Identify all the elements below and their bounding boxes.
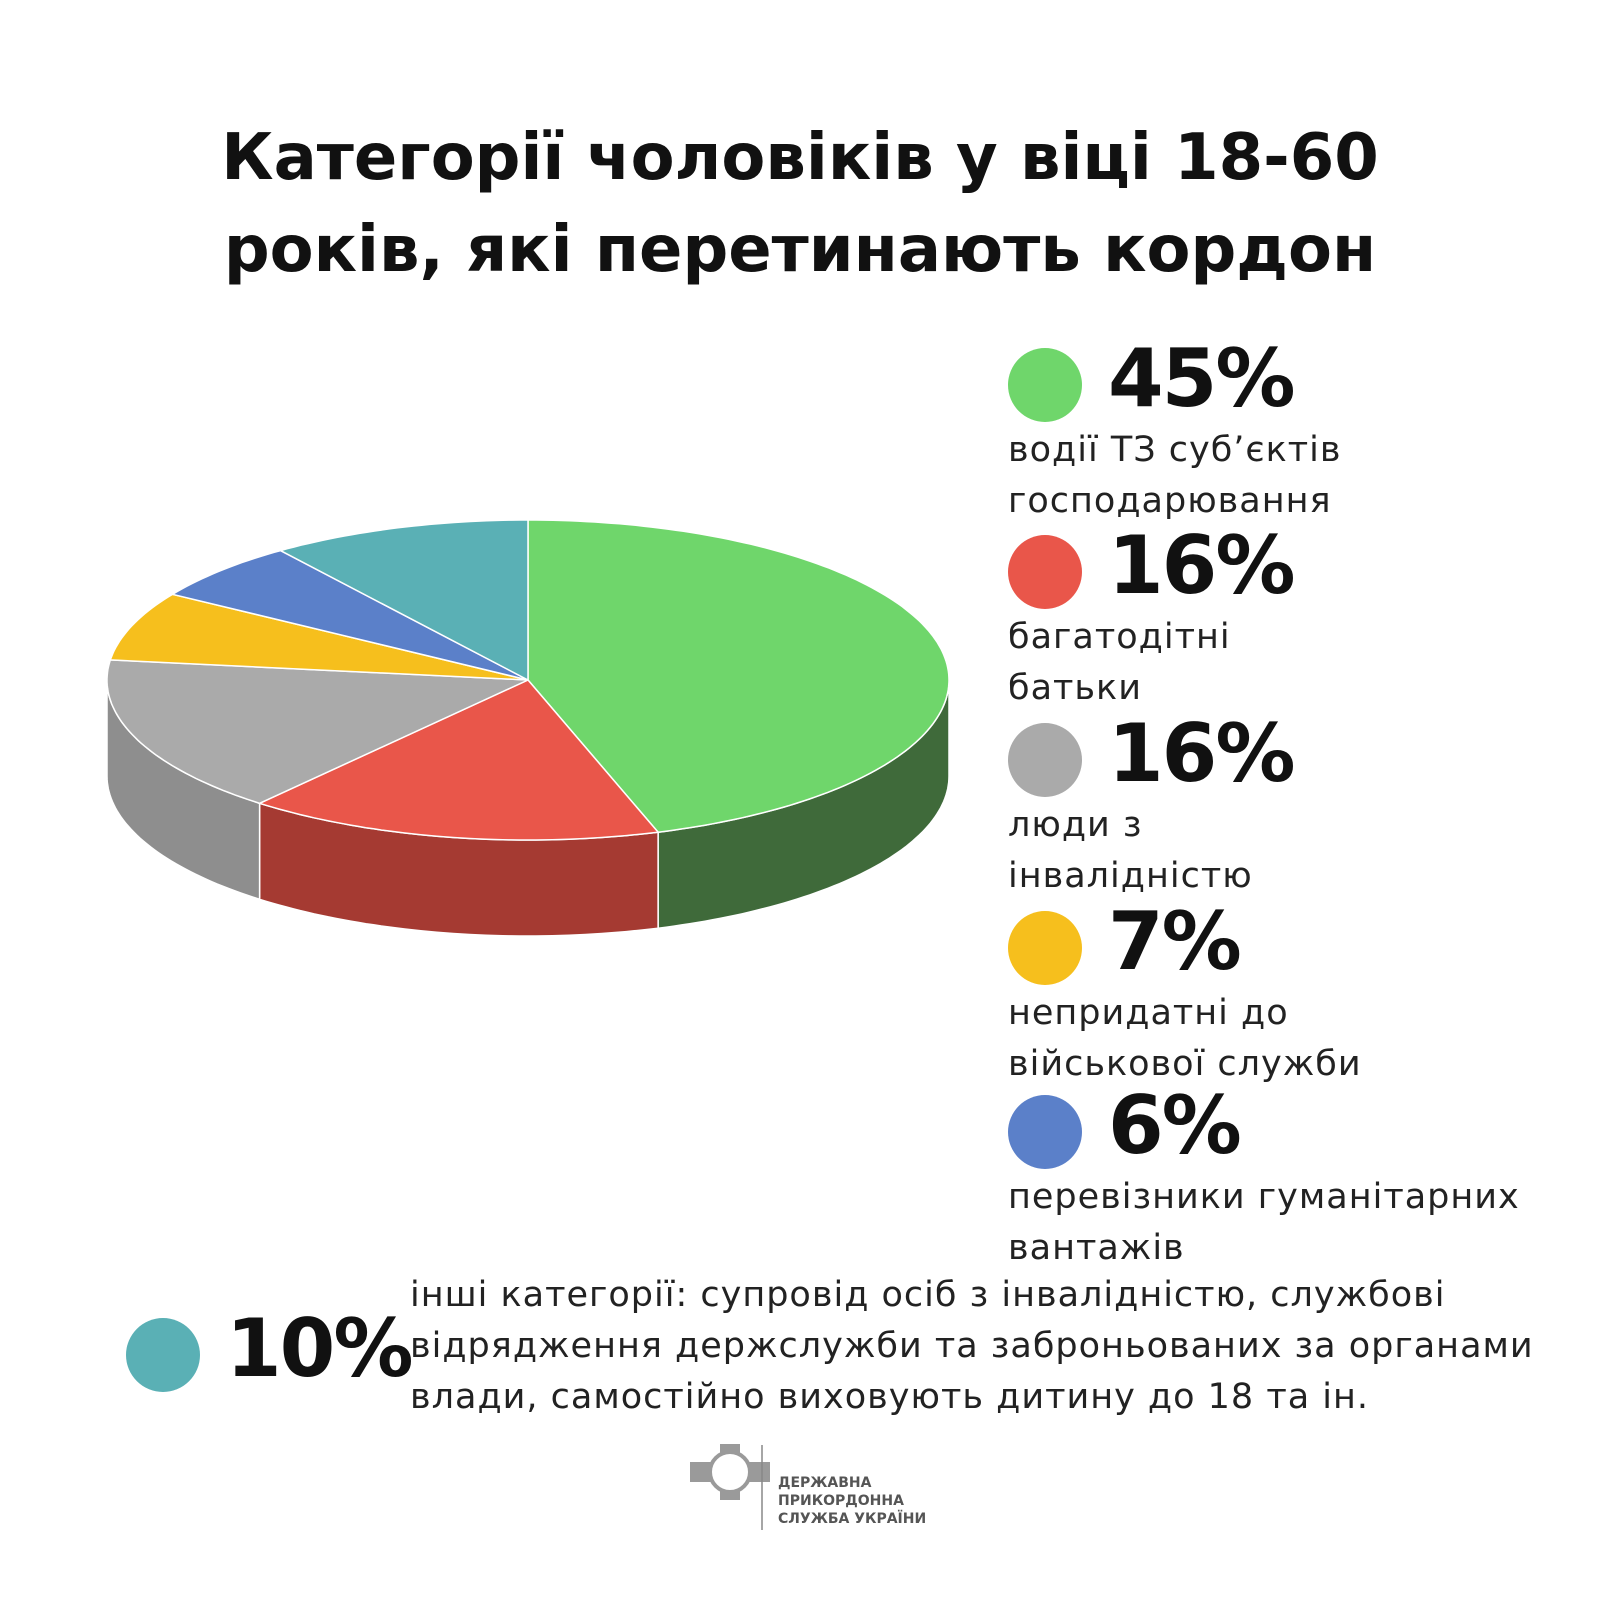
legend-swatch [1008,723,1082,797]
slice [109,593,529,681]
legend-label: багатодітні батьки [1008,617,1231,708]
legend-swatch [1008,1095,1082,1169]
legend-label: водії ТЗ суб’єктів господарювання [1008,430,1342,521]
slice [106,659,529,805]
value-label: 16% [1108,707,1295,800]
legend-label: люди з інвалідністю [1008,805,1253,896]
legend-swatch [126,1318,200,1392]
legend-label: інші категорії: супровід осіб з інвалідн… [410,1275,1534,1417]
value-label: 45% [1108,332,1295,425]
value-label: 16% [1108,519,1295,612]
legend-label: непридатні до військової служби [1008,993,1362,1084]
slice [257,679,660,841]
value-label: 6% [1108,1079,1242,1172]
value-label: 10% [226,1302,413,1395]
slice [527,519,950,833]
slice [170,549,529,681]
legend-label: перевізники гуманітарних вантажів [1008,1177,1520,1268]
slice [278,519,529,682]
chart-title: Категорії чоловіків у віці 18-60 років, … [221,121,1379,287]
legend-swatch [1008,535,1082,609]
org-name: ДЕРЖАВНА ПРИКОРДОННА СЛУЖБА УКРАЇНИ [778,1475,927,1527]
value-label: 7% [1108,895,1242,988]
legend-swatch [1008,348,1082,422]
logo [690,1444,770,1530]
legend-swatch [1008,911,1082,985]
